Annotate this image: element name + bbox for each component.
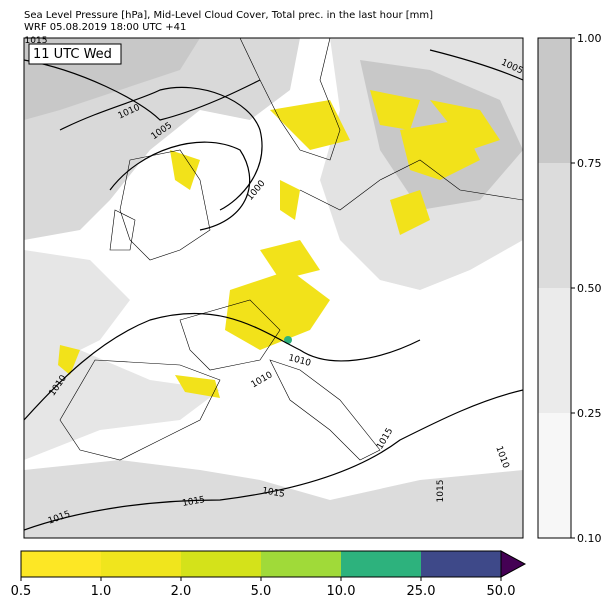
coastlines (59, 38, 523, 461)
cloud-tick-label: 0.75 (577, 157, 602, 170)
isobar-label: 1015 (436, 480, 446, 503)
cloud-colorbar-segment (538, 163, 571, 288)
precip-colorbar-extend (500, 550, 527, 578)
cloud-tick-label: 0.10 (577, 532, 602, 545)
isobar-label: 1015 (182, 495, 206, 509)
precip-colorbar-segment (421, 551, 501, 577)
time-label: 11 UTC Wed (33, 47, 112, 62)
subtitle: WRF 05.08.2019 18:00 UTC +41 (24, 22, 186, 33)
map-frame (23, 37, 524, 539)
precip-tick-label: 5.0 (251, 584, 272, 599)
precip-tick-label: 25.0 (407, 584, 436, 599)
title: Sea Level Pressure [hPa], Mid-Level Clou… (24, 10, 433, 21)
cloud-tick-label: 1.00 (577, 32, 602, 45)
cloud-colorbar-segment (538, 38, 571, 163)
precip-tick-label: 2.0 (171, 584, 192, 599)
map (24, 38, 523, 538)
precip-colorbar-segment (21, 551, 101, 577)
isobar-label: 1015 (25, 36, 48, 46)
precip-tick-label: 50.0 (487, 584, 516, 599)
cloud-tick-label: 0.25 (577, 407, 602, 420)
precip-tick-label: 1.0 (91, 584, 112, 599)
precipitation (58, 90, 500, 398)
precip-tick-label: 10.0 (327, 584, 356, 599)
precip-colorbar-segment (181, 551, 261, 577)
cloud-colorbar-segment (538, 288, 571, 413)
time-label-box (28, 43, 122, 65)
cloud-colorbar-segment (538, 413, 571, 538)
cloud-tick-label: 0.50 (577, 282, 602, 295)
precip-colorbar-segment (101, 551, 181, 577)
heavy-precip (284, 336, 292, 344)
isobar-label: 1015 (261, 486, 285, 500)
isobars (24, 49, 523, 531)
precip-colorbar-segment (341, 551, 421, 577)
precip-colorbar-segment (261, 551, 341, 577)
precip-tick-label: 0.5 (11, 584, 32, 599)
